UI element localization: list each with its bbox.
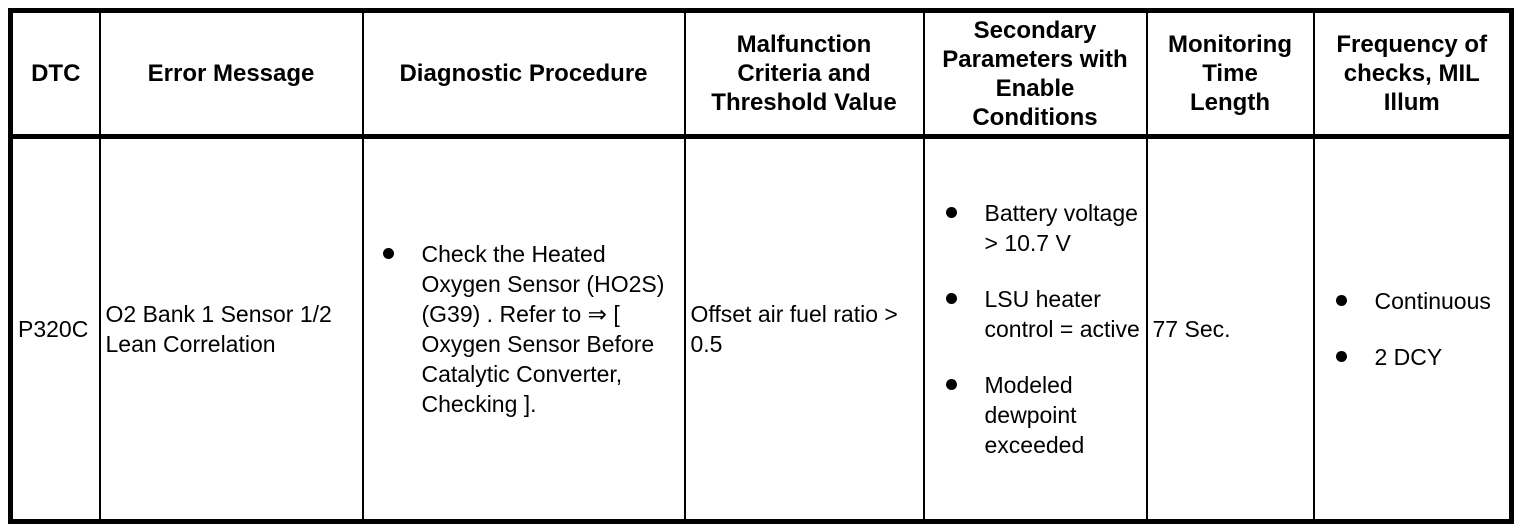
diagnostic-procedure-text: Check the Heated Oxygen Sensor (HO2S) (G… (421, 241, 665, 417)
cell-dtc: P320C (9, 135, 101, 523)
bullet-icon (945, 207, 957, 218)
cell-error-message: O2 Bank 1 Sensor 1/2 Lean Correlation (98, 135, 364, 523)
secondary-parameter-text: Battery voltage > 10.7 V (984, 200, 1138, 256)
list-item: Check the Heated Oxygen Sensor (HO2S) (G… (382, 239, 680, 419)
header-row: DTC Error Message Diagnostic Procedure M… (9, 9, 1513, 139)
secondary-parameters-list: Battery voltage > 10.7 V LSU heater cont… (930, 198, 1142, 460)
frequency-list: Continuous 2 DCY (1320, 286, 1506, 372)
column-header-malfunction-criteria: Malfunction Criteria and Threshold Value (683, 9, 925, 139)
bullet-icon (1335, 295, 1347, 306)
list-item: Continuous (1335, 286, 1506, 316)
cell-secondary-parameters: Battery voltage > 10.7 V LSU heater cont… (922, 135, 1148, 523)
cell-frequency: Continuous 2 DCY (1312, 135, 1513, 523)
column-header-error-message: Error Message (98, 9, 364, 139)
monitoring-time-text: 77 Sec. (1152, 316, 1231, 342)
column-header-frequency: Frequency of checks, MIL Illum (1312, 9, 1513, 139)
diagnostic-procedure-list: Check the Heated Oxygen Sensor (HO2S) (G… (369, 239, 680, 419)
frequency-text: 2 DCY (1374, 344, 1443, 370)
list-item: Battery voltage > 10.7 V (945, 198, 1142, 258)
cell-diagnostic-procedure: Check the Heated Oxygen Sensor (HO2S) (G… (361, 135, 686, 523)
dtc-code: P320C (18, 316, 89, 342)
bullet-icon (945, 293, 957, 304)
malfunction-criteria-text: Offset air fuel ratio > 0.5 (690, 301, 898, 357)
list-item: 2 DCY (1335, 342, 1506, 372)
list-item: LSU heater control = active (945, 284, 1142, 344)
list-item: Modeled dewpoint exceeded (945, 370, 1142, 460)
dtc-table: DTC Error Message Diagnostic Procedure M… (8, 8, 1514, 524)
secondary-parameter-text: LSU heater control = active (984, 286, 1140, 342)
column-header-secondary-parameters: Secondary Parameters with Enable Conditi… (922, 9, 1148, 139)
bullet-icon (1335, 351, 1347, 362)
table-row: P320C O2 Bank 1 Sensor 1/2 Lean Correlat… (9, 135, 1513, 523)
bullet-icon (945, 379, 957, 390)
column-header-dtc: DTC (9, 9, 101, 139)
frequency-text: Continuous (1374, 288, 1491, 314)
secondary-parameter-text: Modeled dewpoint exceeded (984, 372, 1085, 458)
cell-malfunction-criteria: Offset air fuel ratio > 0.5 (683, 135, 925, 523)
error-message-text: O2 Bank 1 Sensor 1/2 Lean Correlation (105, 301, 332, 357)
column-header-monitoring-time: Monitoring Time Length (1145, 9, 1315, 139)
bullet-icon (382, 248, 394, 259)
cell-monitoring-time: 77 Sec. (1145, 135, 1315, 523)
column-header-diagnostic-procedure: Diagnostic Procedure (361, 9, 686, 139)
